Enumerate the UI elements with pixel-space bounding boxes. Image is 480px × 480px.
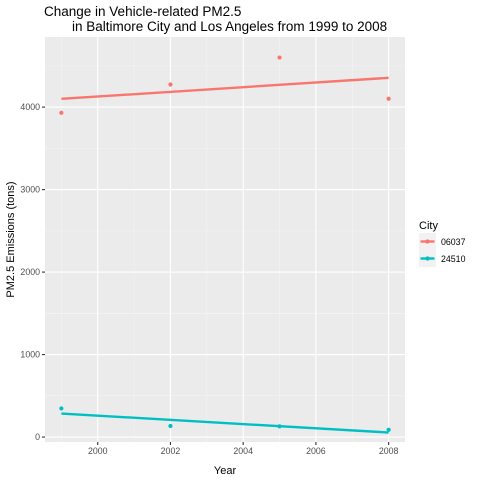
chart-title-line1: Change in Vehicle-related PM2.5: [44, 4, 241, 19]
data-point-24510: [277, 424, 282, 429]
data-point-24510: [168, 423, 173, 429]
legend-label-06037: 06037: [441, 237, 466, 247]
legend-label-24510: 24510: [441, 254, 466, 264]
y-axis-tick-label: 0: [35, 432, 40, 442]
chart-title-line2: in Baltimore City and Los Angeles from 1…: [72, 19, 387, 34]
y-axis-title: PM2.5 Emissions (tons): [5, 181, 17, 297]
x-axis-title: Year: [214, 465, 237, 477]
data-point-24510: [59, 406, 64, 411]
x-axis-tick-label: 2002: [161, 446, 181, 456]
y-axis-tick-label: 1000: [20, 350, 40, 360]
y-axis-tick-label: 3000: [20, 185, 40, 195]
grid-lines: [45, 37, 405, 442]
x-axis-tick-label: 2008: [379, 446, 399, 456]
data-point-06037: [386, 96, 391, 101]
trend-line-24510: [61, 412, 389, 434]
data-point-06037: [168, 82, 173, 87]
x-axis-tick-label: 2004: [233, 446, 253, 456]
trend-lines: [61, 76, 389, 434]
x-axis-tick-label: 2000: [88, 446, 108, 456]
legend-title: City: [419, 220, 438, 232]
data-points: [59, 55, 391, 432]
y-axis-tick-label: 4000: [20, 102, 40, 112]
data-point-06037: [277, 55, 282, 60]
x-axis-tick-label: 2006: [306, 446, 326, 456]
legend: City 06037 24510: [419, 220, 466, 267]
data-point-24510: [386, 427, 391, 432]
axes: 2000 2002 2004 2006 2008 0 1000 2000 3000 4000: [20, 102, 398, 456]
data-point-06037: [59, 110, 64, 115]
y-axis-tick-label: 2000: [20, 267, 40, 277]
legend-key-point-06037: [425, 239, 430, 244]
plot-panel: [45, 37, 405, 442]
trend-line-06037: [61, 76, 389, 101]
legend-key-point-24510: [425, 256, 430, 261]
